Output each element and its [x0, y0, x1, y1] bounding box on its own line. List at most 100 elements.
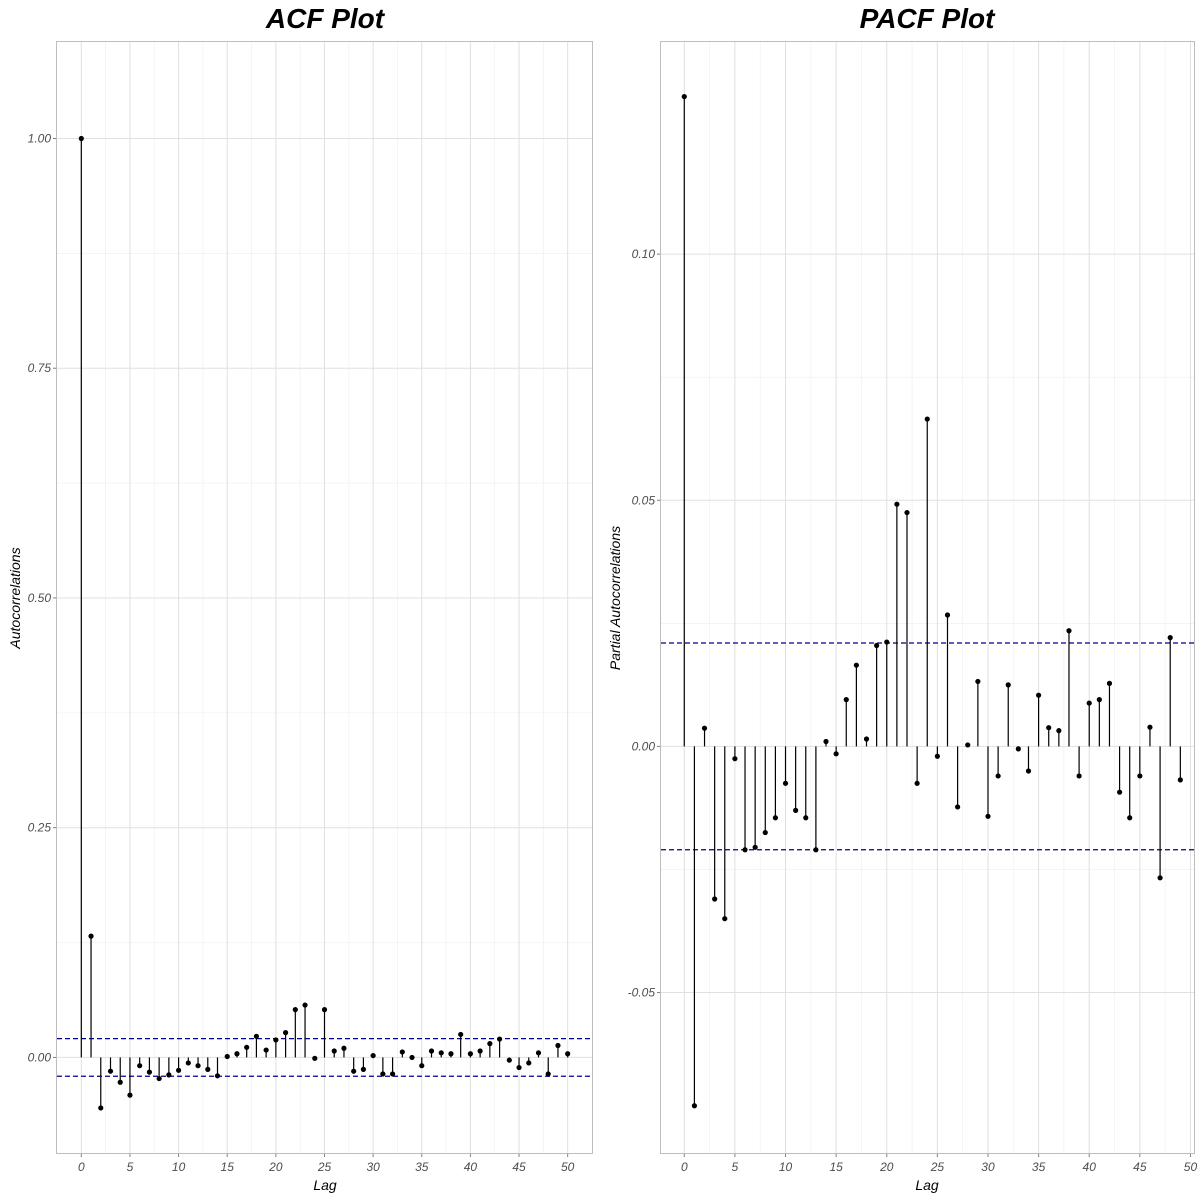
pacf-point	[1056, 728, 1062, 734]
pacf-point	[762, 829, 768, 836]
pacf-point	[1177, 777, 1183, 783]
acf-y-ticks: 0.00 0.25 0.50 0.75 1.00	[28, 131, 57, 1064]
pacf-point	[863, 736, 870, 742]
acf-point	[263, 1047, 269, 1053]
pacf-marks	[681, 94, 1183, 1109]
pacf-point	[874, 642, 880, 649]
acf-point	[166, 1072, 172, 1078]
acf-point	[224, 1053, 230, 1060]
acf-point	[487, 1041, 493, 1047]
acf-point	[195, 1063, 201, 1069]
pacf-point	[1036, 692, 1042, 698]
acf-point	[146, 1069, 153, 1075]
pacf-point	[833, 751, 839, 757]
pacf-point	[1086, 700, 1092, 706]
pacf-point	[904, 509, 910, 516]
pacf-point	[1025, 768, 1032, 774]
pacf-x-tick-label: 15	[829, 1160, 843, 1174]
acf-point	[506, 1057, 512, 1063]
acf-y-tick-label: 0.00	[28, 1050, 52, 1064]
pacf-point	[1137, 773, 1143, 779]
acf-point	[282, 1030, 289, 1036]
pacf-point	[691, 1103, 698, 1109]
acf-point	[273, 1037, 279, 1043]
acf-point	[526, 1060, 532, 1066]
acf-x-tick-label: 45	[512, 1160, 526, 1174]
acf-point	[496, 1036, 503, 1042]
pacf-point	[712, 896, 718, 902]
acf-point	[321, 1007, 328, 1013]
pacf-point	[853, 662, 859, 668]
pacf-point	[722, 916, 728, 922]
pacf-x-tick-label: 10	[779, 1160, 793, 1174]
pacf-point	[782, 780, 789, 786]
acf-x-tick-label: 35	[415, 1160, 429, 1174]
pacf-point	[1116, 789, 1123, 795]
acf-y-tick-label: 0.75	[28, 361, 52, 375]
pacf-point	[1147, 724, 1153, 730]
pacf-point	[1127, 815, 1133, 821]
acf-y-axis-title: Autocorrelations	[7, 547, 23, 649]
pacf-point	[681, 94, 687, 100]
acf-point	[331, 1048, 337, 1054]
acf-x-tick-label: 15	[221, 1160, 235, 1174]
acf-title: ACF Plot	[265, 3, 386, 34]
pacf-x-tick-label: 50	[1184, 1160, 1198, 1174]
pacf-panel-border	[660, 41, 1195, 1154]
acf-point	[292, 1007, 298, 1013]
pacf-x-tick-label: 5	[732, 1160, 739, 1174]
pacf-point	[914, 780, 920, 786]
acf-x-tick-label: 0	[78, 1160, 85, 1174]
pacf-x-tick-label: 25	[930, 1160, 945, 1174]
acf-point	[234, 1051, 240, 1057]
acf-point	[341, 1045, 347, 1051]
acf-point	[399, 1049, 405, 1055]
acf-panel: ACF Plot 0 5 10 15 20 25 30 35 40 45 50 0.000.250.…	[7, 3, 593, 1193]
pacf-x-tick-label: 45	[1133, 1160, 1147, 1174]
pacf-point	[975, 678, 981, 685]
acf-y-tick-label: 0.50	[28, 591, 52, 605]
acf-x-tick-label: 5	[127, 1160, 134, 1174]
acf-point	[428, 1048, 435, 1054]
pacf-y-tick-label: -0.05	[628, 986, 656, 1000]
pacf-point	[1157, 875, 1163, 881]
acf-point	[302, 1002, 308, 1008]
acf-y-tick-label: 1.00	[28, 131, 52, 145]
pacf-x-tick-label: 35	[1032, 1160, 1046, 1174]
acf-point	[156, 1075, 162, 1082]
acf-point	[312, 1055, 318, 1061]
acf-x-tick-label: 40	[464, 1160, 478, 1174]
acf-point	[448, 1051, 454, 1057]
pacf-point	[813, 847, 819, 853]
acf-point	[370, 1052, 376, 1059]
acf-point	[253, 1033, 260, 1039]
pacf-point	[1066, 628, 1072, 634]
pacf-point	[823, 738, 829, 745]
pacf-point	[843, 697, 849, 703]
pacf-x-axis-title: Lag	[915, 1177, 939, 1193]
pacf-y-tick-label: 0.00	[632, 739, 656, 753]
pacf-point	[701, 725, 708, 731]
acf-point	[185, 1060, 191, 1066]
acf-x-tick-label: 20	[268, 1160, 283, 1174]
pacf-x-tick-label: 0	[681, 1160, 688, 1174]
acf-point	[380, 1071, 386, 1077]
acf-point	[78, 135, 84, 142]
pacf-x-tick-label: 40	[1083, 1160, 1097, 1174]
pacf-point	[1046, 725, 1052, 731]
pacf-x-tick-label: 20	[879, 1160, 894, 1174]
acf-point	[360, 1066, 367, 1072]
acf-point	[389, 1071, 396, 1077]
acf-x-tick-label: 10	[172, 1160, 186, 1174]
acf-y-tick-label: 0.25	[28, 821, 52, 835]
acf-marks	[78, 135, 571, 1111]
acf-point	[127, 1092, 133, 1098]
pacf-point	[1076, 773, 1082, 779]
pacf-x-tick-label: 30	[981, 1160, 995, 1174]
pacf-title: PACF Plot	[860, 3, 996, 34]
acf-x-tick-label: 50	[561, 1160, 575, 1174]
pacf-grid	[661, 42, 1194, 1153]
acf-point	[545, 1071, 551, 1077]
acf-point	[244, 1044, 250, 1050]
acf-point	[477, 1048, 483, 1054]
